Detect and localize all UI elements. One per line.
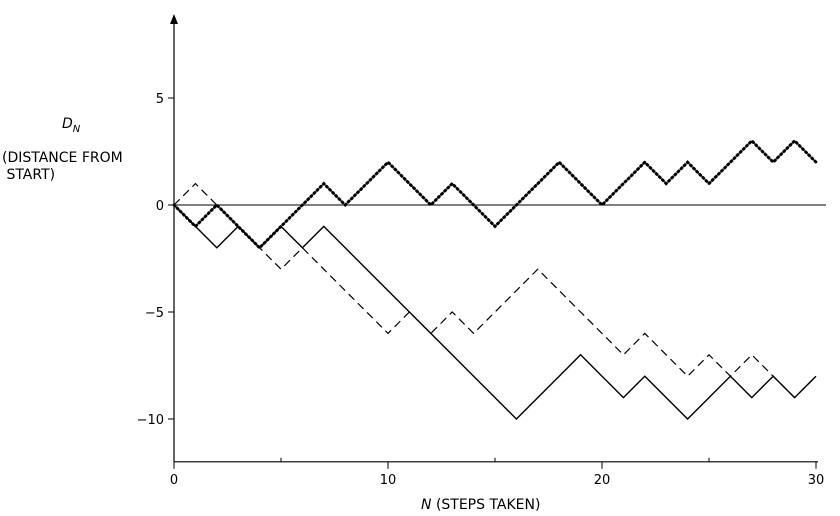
- y-axis-description: (DISTANCE FROM START): [2, 150, 123, 183]
- x-tick-label: 10: [380, 473, 397, 488]
- y-axis-arrow: [170, 14, 178, 24]
- x-axis-label: N (STEPS TAKEN): [421, 497, 541, 513]
- y-tick-label: −5: [145, 306, 164, 321]
- series-dotted-line: [172, 138, 818, 250]
- y-axis-symbol: DN: [62, 116, 81, 135]
- y-tick-label: −10: [137, 413, 164, 428]
- y-tick-label: 0: [156, 199, 164, 214]
- y-tick-label: 5: [156, 92, 164, 107]
- tick-labels: 5 0 −5 −10 0 10 20 30: [137, 92, 825, 488]
- series-dashed-line: [173, 182, 817, 399]
- x-tick-label: 0: [170, 473, 178, 488]
- x-tick-label: 30: [808, 473, 825, 488]
- data-series: [172, 138, 818, 420]
- tick-marks: [168, 97, 817, 469]
- x-tick-label: 20: [594, 473, 611, 488]
